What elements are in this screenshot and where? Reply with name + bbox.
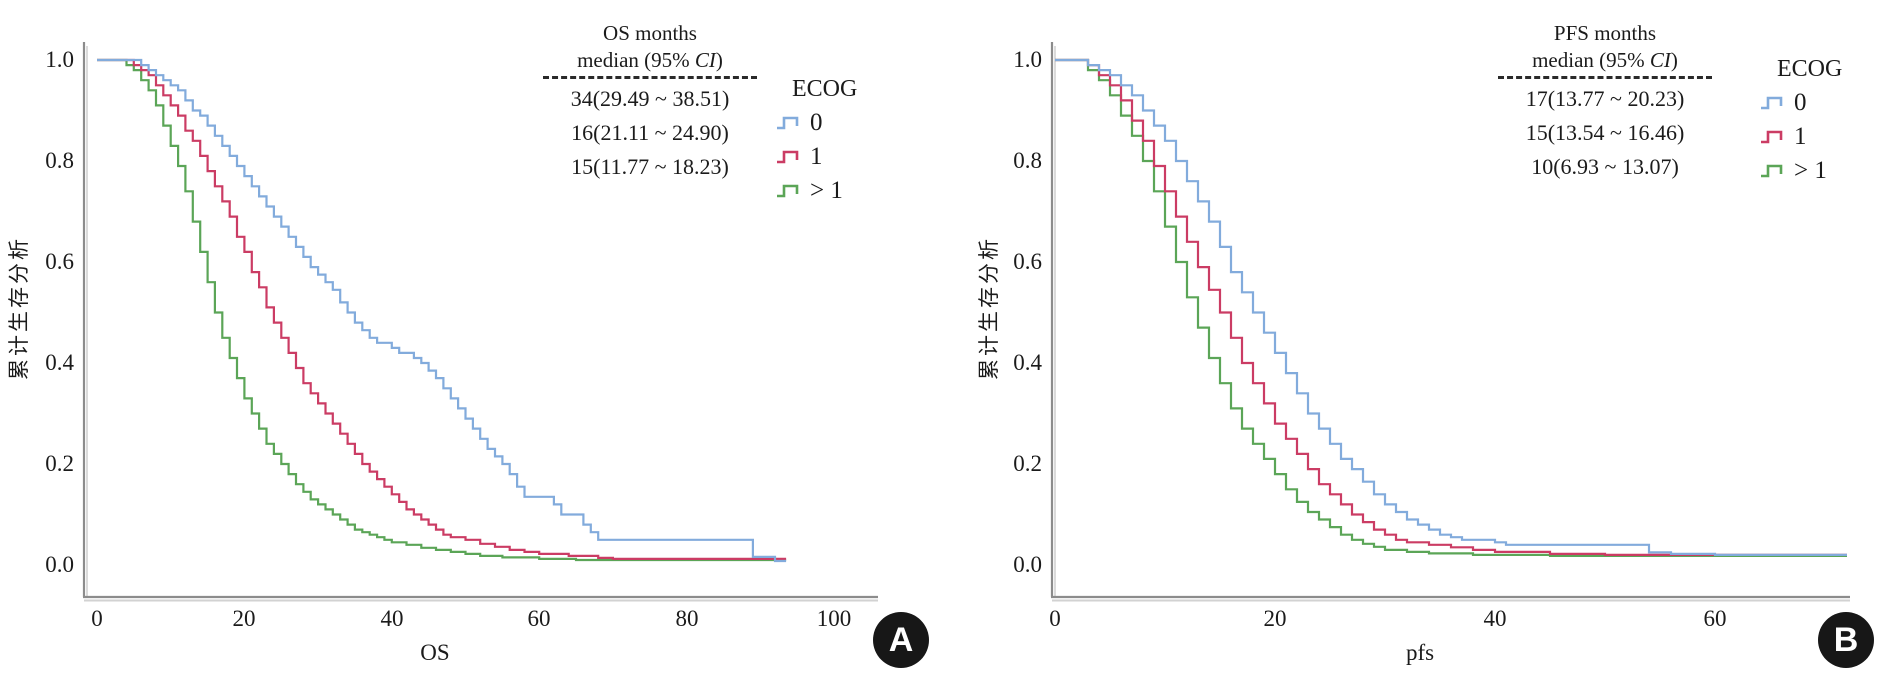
panel-b-legend-item-ecog0: 0 — [1760, 90, 1807, 115]
step-line-icon — [1761, 164, 1783, 177]
panel-b-y-tick: 1.0 — [1013, 47, 1042, 72]
panel-a-x-axis-label: OS — [420, 640, 450, 665]
dashed-rule — [543, 76, 757, 79]
panel-a-legend-title: ECOG — [792, 76, 858, 102]
panel-b-stats-row-ecog1: 15(13.54 ~ 16.46) — [1525, 120, 1685, 145]
km-curve-ecog-0-panel-b — [1055, 58, 1847, 556]
panel-a-x-tick: 0 — [91, 606, 103, 631]
legend-item-label: > 1 — [1794, 157, 1827, 184]
km-curve-ecog-1-panel-b — [1055, 58, 1847, 556]
median-suffix: ) — [715, 48, 723, 72]
panel-b-y-tick: 0.2 — [1013, 451, 1042, 476]
panel-a-y-tick: 1.0 — [45, 47, 74, 72]
km-curve-ecog-1-panel-a — [97, 58, 787, 562]
panel-a-x-tick: 80 — [675, 606, 699, 631]
panel-b-stats-row-ecoggt1: 10(6.93 ~ 13.07) — [1531, 154, 1679, 179]
panel-b-y-tick: 0.0 — [1013, 552, 1042, 577]
legend-item-label: 0 — [810, 109, 823, 136]
panel-a-stats-row-ecog0: 34(29.49 ~ 38.51) — [570, 86, 730, 111]
panel-a-badge: A — [873, 612, 929, 668]
panel-a-x-tick: 100 — [816, 606, 852, 631]
panel-b-stats-median-header: median (95% CI) — [1475, 47, 1735, 74]
step-line-icon — [777, 116, 799, 129]
panel-b-y-tick: 0.4 — [1013, 350, 1042, 375]
panel-a-y-tick: 0.8 — [45, 148, 74, 173]
panel-b-y-tick: 0.8 — [1013, 148, 1042, 173]
panel-b-x-tick: 20 — [1263, 606, 1287, 631]
panel-b-x-tick: 0 — [1049, 606, 1061, 631]
legend-item-label: > 1 — [810, 177, 843, 204]
panel-b-stats-row-ecog0: 17(13.77 ~ 20.23) — [1525, 86, 1685, 111]
panel-b-x-axis-label: pfs — [1405, 640, 1435, 665]
panel-b-y-tick: 0.6 — [1013, 249, 1042, 274]
median-text: median (95% — [577, 48, 695, 72]
panel-a-legend-item-ecog0: 0 — [776, 110, 823, 135]
ci-text: CI — [694, 48, 716, 72]
dashed-rule — [1498, 76, 1712, 79]
median-text: median (95% — [1532, 48, 1650, 72]
panel-a-x-tick: 20 — [232, 606, 256, 631]
panel-a-legend-item-ecoggt1: > 1 — [776, 178, 843, 203]
panel-b-stats-block: PFS months median (95% CI) 17(13.77 ~ 20… — [1475, 20, 1735, 184]
panel-a-stats-block: OS months median (95% CI) 34(29.49 ~ 38.… — [520, 20, 780, 184]
panel-b-legend-item-ecoggt1: > 1 — [1760, 158, 1827, 183]
step-line-icon — [777, 150, 799, 163]
panel-a-x-tick: 60 — [527, 606, 551, 631]
panel-a-y-tick: 0.2 — [45, 451, 74, 476]
panel-a-y-tick: 0.4 — [45, 350, 74, 375]
panel-a-stats-title: OS months — [603, 21, 697, 45]
panel-a-y-tick: 0.6 — [45, 249, 74, 274]
km-curve-ecog-0-panel-a — [97, 58, 787, 563]
step-line-icon — [777, 184, 799, 197]
step-line-icon — [1761, 96, 1783, 109]
legend-item-label: 0 — [1794, 89, 1807, 116]
ci-text: CI — [1649, 48, 1671, 72]
step-line-icon — [1761, 130, 1783, 143]
legend-item-label: 1 — [810, 143, 823, 170]
median-suffix: ) — [1670, 48, 1678, 72]
panel-a-x-tick: 40 — [380, 606, 404, 631]
km-curve-ecog-1-panel-b — [1055, 58, 1847, 557]
panel-b-stats-title: PFS months — [1553, 21, 1657, 45]
panel-a-y-tick: 0.0 — [45, 552, 74, 577]
panel-a-legend-item-ecog1: 1 — [776, 144, 823, 169]
panel-b-legend-item-ecog1: 1 — [1760, 124, 1807, 149]
panel-b-legend-title: ECOG — [1777, 56, 1843, 82]
km-curve-ecog-1-panel-a — [97, 58, 787, 560]
legend-item-label: 1 — [1794, 123, 1807, 150]
panel-b-badge: B — [1818, 612, 1874, 668]
panel-a-stats-median-header: median (95% CI) — [520, 47, 780, 74]
panel-a-stats-row-ecog1: 16(21.11 ~ 24.90) — [571, 120, 729, 145]
panel-b-x-tick: 40 — [1483, 606, 1507, 631]
panel-b-x-tick: 60 — [1703, 606, 1727, 631]
panel-a-stats-row-ecoggt1: 15(11.77 ~ 18.23) — [571, 154, 729, 179]
